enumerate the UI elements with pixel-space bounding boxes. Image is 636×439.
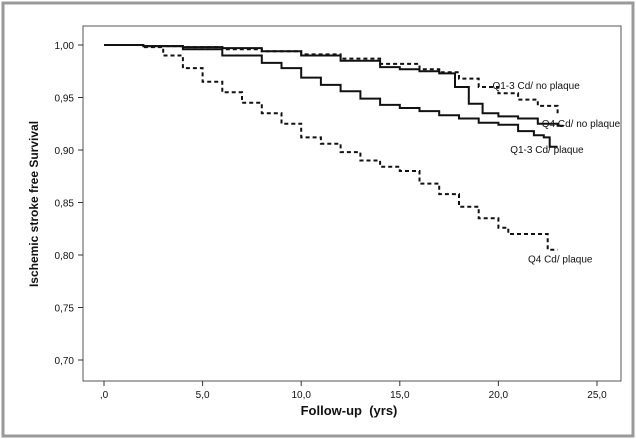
series-label-2: Q4 Cd/ no plaque: [542, 119, 621, 130]
y-tick-label: 0,80: [55, 251, 75, 262]
series-line-4: [104, 44, 558, 251]
series-line-2: [104, 44, 564, 127]
x-axis-title: Follow-up (yrs): [301, 403, 398, 418]
y-tick-label: 0,70: [55, 356, 75, 367]
y-tick-label: 0,90: [55, 146, 75, 157]
x-tick-label: 5,0: [196, 390, 210, 401]
series-label-1: Q1-3 Cd/ no plaque: [492, 81, 580, 92]
y-tick-label: 0,75: [55, 304, 75, 315]
x-axis: ,0 5,0 10,0 15,0 20,0 25,0: [100, 381, 607, 401]
series-label-4: Q4 Cd/ plaque: [528, 254, 593, 265]
y-axis-title: Ischemic stroke free Survival: [27, 121, 41, 287]
x-tick-label: 10,0: [291, 390, 311, 401]
y-tick-label: 0,95: [55, 94, 75, 105]
plot-area: [82, 25, 622, 382]
x-tick-label: 20,0: [489, 390, 509, 401]
y-axis: 0,70 0,75 0,80 0,85 0,90 0,95 1,00: [55, 41, 83, 367]
x-tick-label: ,0: [100, 390, 109, 401]
x-tick-label: 15,0: [390, 390, 410, 401]
x-tick-label: 25,0: [587, 390, 607, 401]
series-labels: Q1-3 Cd/ no plaque Q4 Cd/ no plaque Q1-3 C…: [492, 81, 620, 265]
series-label-3: Q1-3 Cd/ plaque: [510, 145, 584, 156]
y-tick-label: 0,85: [55, 199, 75, 210]
y-tick-label: 1,00: [55, 41, 75, 52]
series-lines: [104, 44, 564, 251]
series-line-3: [104, 44, 558, 148]
